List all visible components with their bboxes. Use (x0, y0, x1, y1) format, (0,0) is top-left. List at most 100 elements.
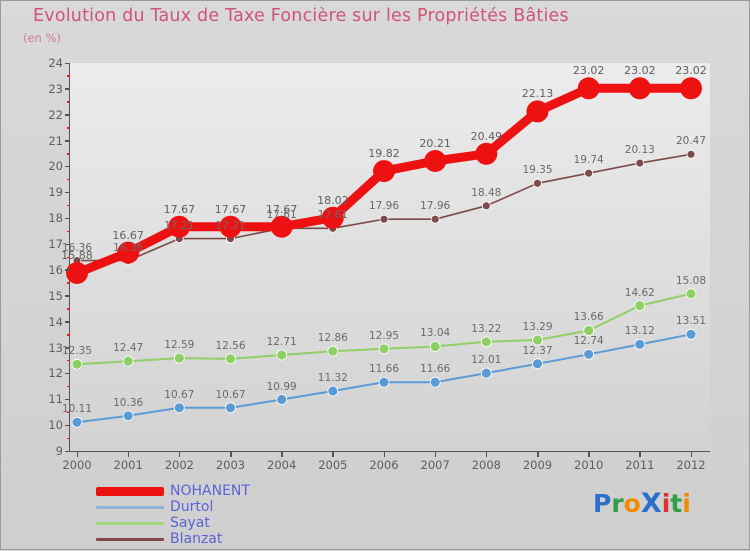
data-label-sayat: 13.29 (522, 321, 553, 334)
y-axis-tick (65, 114, 70, 116)
logo-letter: X (640, 488, 662, 519)
x-axis-tick-label: 2004 (267, 458, 297, 472)
legend-swatch (96, 521, 164, 525)
y-axis-minor-tick (67, 308, 70, 310)
y-axis-minor-tick (67, 230, 70, 233)
y-axis-minor-tick (67, 334, 70, 336)
y-axis-tick-label: 18 (48, 211, 63, 226)
legend-item-blanzat[interactable]: Blanzat (96, 531, 396, 547)
data-label-nohanent: 22.13 (521, 87, 554, 101)
data-label-sayat: 12.59 (164, 339, 195, 352)
y-axis-tick-label: 15 (48, 288, 63, 303)
x-axis-tick-label: 2009 (522, 458, 553, 472)
data-label-nohanent: 17.67 (214, 202, 247, 216)
y-axis-tick (65, 347, 70, 349)
data-label-nohanent: 17.67 (265, 202, 298, 216)
y-axis-minor-tick (67, 75, 70, 77)
data-label-sayat: 12.47 (113, 342, 144, 355)
y-axis-tick (65, 140, 70, 142)
x-axis-tick (690, 452, 692, 457)
data-label-durtol: 12.37 (522, 344, 553, 357)
data-label-sayat: 13.66 (573, 311, 604, 324)
y-axis-tick-label: 23 (48, 81, 63, 96)
logo-letter: i (661, 489, 671, 518)
data-label-durtol: 11.66 (368, 363, 400, 376)
data-label-nohanent: 18.02 (317, 193, 349, 207)
legend-item-nohanent[interactable]: NOHANENT (96, 483, 396, 499)
data-label-blanzat: 17.21 (164, 219, 195, 232)
y-axis-tick-label: 22 (48, 107, 63, 122)
y-axis-tick-label: 19 (48, 185, 63, 200)
y-axis-minor-tick (67, 437, 70, 440)
x-axis-tick-label: 2000 (62, 458, 92, 472)
x-axis-tick-label: 2006 (369, 458, 399, 472)
data-label-sayat: 12.86 (317, 332, 348, 345)
y-axis-tick (65, 88, 70, 90)
y-axis-minor-tick (67, 411, 70, 414)
logo-letter: t (670, 489, 683, 518)
chart-legend: NOHANENT Durtol Sayat Blanzat (96, 483, 396, 547)
y-axis-tick-label: 16 (48, 262, 63, 277)
data-label-durtol: 13.12 (624, 325, 655, 338)
y-axis-minor-tick (67, 256, 70, 258)
data-label-blanzat: 17.96 (420, 200, 451, 213)
y-axis-tick (65, 450, 70, 452)
y-axis-minor-tick (67, 359, 70, 362)
y-axis-tick (65, 269, 70, 271)
y-axis-tick (65, 217, 70, 220)
data-label-blanzat: 17.61 (266, 209, 297, 222)
logo-letter: i (682, 489, 691, 518)
data-label-blanzat: 16.36 (61, 241, 93, 254)
data-label-blanzat: 19.35 (522, 164, 553, 177)
page-title: Evolution du Taux de Taxe Foncière sur l… (33, 6, 569, 26)
y-axis-tick (65, 295, 70, 297)
data-label-durtol: 10.99 (266, 380, 297, 393)
data-label-durtol: 10.67 (215, 388, 246, 401)
legend-label: NOHANENT (170, 482, 250, 499)
data-label-sayat: 12.95 (368, 329, 400, 342)
data-label-blanzat: 18.48 (471, 186, 502, 199)
y-axis-tick-label: 17 (48, 237, 63, 252)
data-label-sayat: 12.35 (61, 345, 93, 358)
data-label-blanzat: 16.36 (113, 241, 144, 254)
y-axis-minor-tick (67, 204, 70, 207)
y-axis-tick-label: 9 (55, 444, 63, 458)
x-axis-tick-label: 2007 (420, 458, 450, 472)
data-label-nohanent: 23.02 (572, 64, 605, 78)
x-axis-tick-label: 2002 (164, 458, 194, 472)
y-axis-tick-label: 24 (48, 56, 63, 70)
x-axis-tick-label: 2001 (113, 458, 143, 472)
y-axis-tick (65, 424, 70, 427)
data-label-nohanent: 17.67 (163, 202, 196, 216)
data-label-nohanent: 19.82 (368, 147, 400, 161)
y-axis-tick-label: 12 (48, 366, 63, 381)
y-axis-tick (65, 62, 70, 64)
logo-letter: P (593, 489, 612, 518)
legend-swatch (96, 537, 164, 541)
legend-swatch (96, 486, 164, 496)
x-axis-tick (281, 452, 283, 457)
y-axis-minor-tick (67, 127, 70, 129)
y-axis-tick-label: 10 (48, 418, 63, 433)
x-axis-tick (76, 452, 78, 457)
data-label-sayat: 13.22 (471, 322, 502, 335)
data-label-durtol: 10.67 (164, 388, 195, 401)
data-label-sayat: 13.04 (420, 327, 451, 340)
x-axis-tick-label: 2010 (574, 458, 604, 472)
data-label-blanzat: 19.74 (573, 154, 604, 167)
x-axis-tick (178, 452, 181, 457)
y-axis-tick-label: 14 (48, 314, 63, 329)
y-axis-tick-label: 20 (48, 159, 63, 174)
y-axis-tick-label: 13 (48, 340, 63, 355)
legend-swatch (96, 505, 164, 509)
data-label-blanzat: 20.47 (675, 135, 707, 148)
x-axis-tick-label: 2011 (625, 458, 655, 472)
y-axis-tick (65, 243, 70, 246)
legend-item-sayat[interactable]: Sayat (96, 515, 396, 531)
x-axis-tick (230, 452, 232, 457)
legend-item-durtol[interactable]: Durtol (96, 499, 396, 515)
x-axis-tick (485, 452, 488, 457)
data-label-sayat: 15.08 (675, 274, 707, 287)
x-axis-tick-label: 2003 (215, 458, 246, 472)
